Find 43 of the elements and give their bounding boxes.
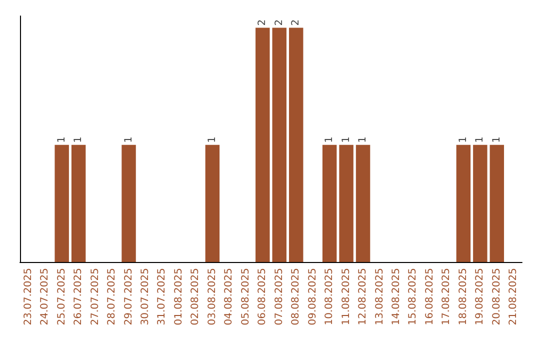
data-label: 1 (458, 136, 469, 143)
x-tick-label: 03.08.2025 (206, 268, 218, 326)
x-tick-label: 02.08.2025 (190, 268, 202, 326)
x-tick-label: 16.08.2025 (424, 268, 436, 326)
data-label: 1 (474, 136, 486, 143)
x-tick-label: 07.08.2025 (274, 268, 285, 326)
x-tick-label: 06.08.2025 (257, 268, 268, 326)
data-label: 1 (340, 136, 352, 143)
x-tick-label: 11.08.2025 (340, 268, 352, 326)
data-label: 1 (324, 136, 336, 143)
data-label: 2 (257, 19, 268, 26)
x-tick-label: 30.07.2025 (140, 268, 151, 326)
data-label: 1 (73, 136, 84, 143)
x-tick-label: 18.08.2025 (458, 268, 469, 326)
data-label: 1 (206, 136, 218, 143)
data-label: 1 (491, 136, 502, 143)
x-tick-label: 23.07.2025 (22, 268, 34, 326)
data-label: 1 (123, 136, 134, 143)
x-tick-label: 19.08.2025 (474, 268, 486, 326)
x-tick-label: 08.08.2025 (290, 268, 302, 326)
data-label: 2 (290, 19, 302, 26)
x-tick-label: 01.08.2025 (173, 268, 184, 326)
x-tick-label: 17.08.2025 (441, 268, 452, 326)
data-label: 2 (274, 19, 285, 26)
x-tick-label: 13.08.2025 (374, 268, 386, 326)
x-tick-label: 29.07.2025 (123, 268, 134, 326)
x-tick-label: 05.08.2025 (240, 268, 252, 326)
x-tick-label: 27.07.2025 (90, 268, 101, 326)
x-tick-label: 10.08.2025 (324, 268, 336, 326)
x-tick-label: 21.08.2025 (508, 268, 520, 326)
x-tick-label: 09.08.2025 (307, 268, 318, 326)
x-tick-label: 31.07.2025 (156, 268, 168, 326)
x-tick-label: 04.08.2025 (224, 268, 235, 326)
x-tick-label: 24.07.2025 (40, 268, 51, 326)
x-tick-label: 28.07.2025 (106, 268, 118, 326)
x-tick-label: 25.07.2025 (56, 268, 68, 326)
x-tick-label: 12.08.2025 (358, 268, 369, 326)
x-tick-label: 15.08.2025 (408, 268, 419, 326)
x-tick-label: 20.08.2025 (491, 268, 502, 326)
data-label: 1 (358, 136, 369, 143)
x-tick-label: 26.07.2025 (73, 268, 84, 326)
data-label: 1 (56, 136, 68, 143)
x-tick-label: 14.08.2025 (391, 268, 402, 326)
